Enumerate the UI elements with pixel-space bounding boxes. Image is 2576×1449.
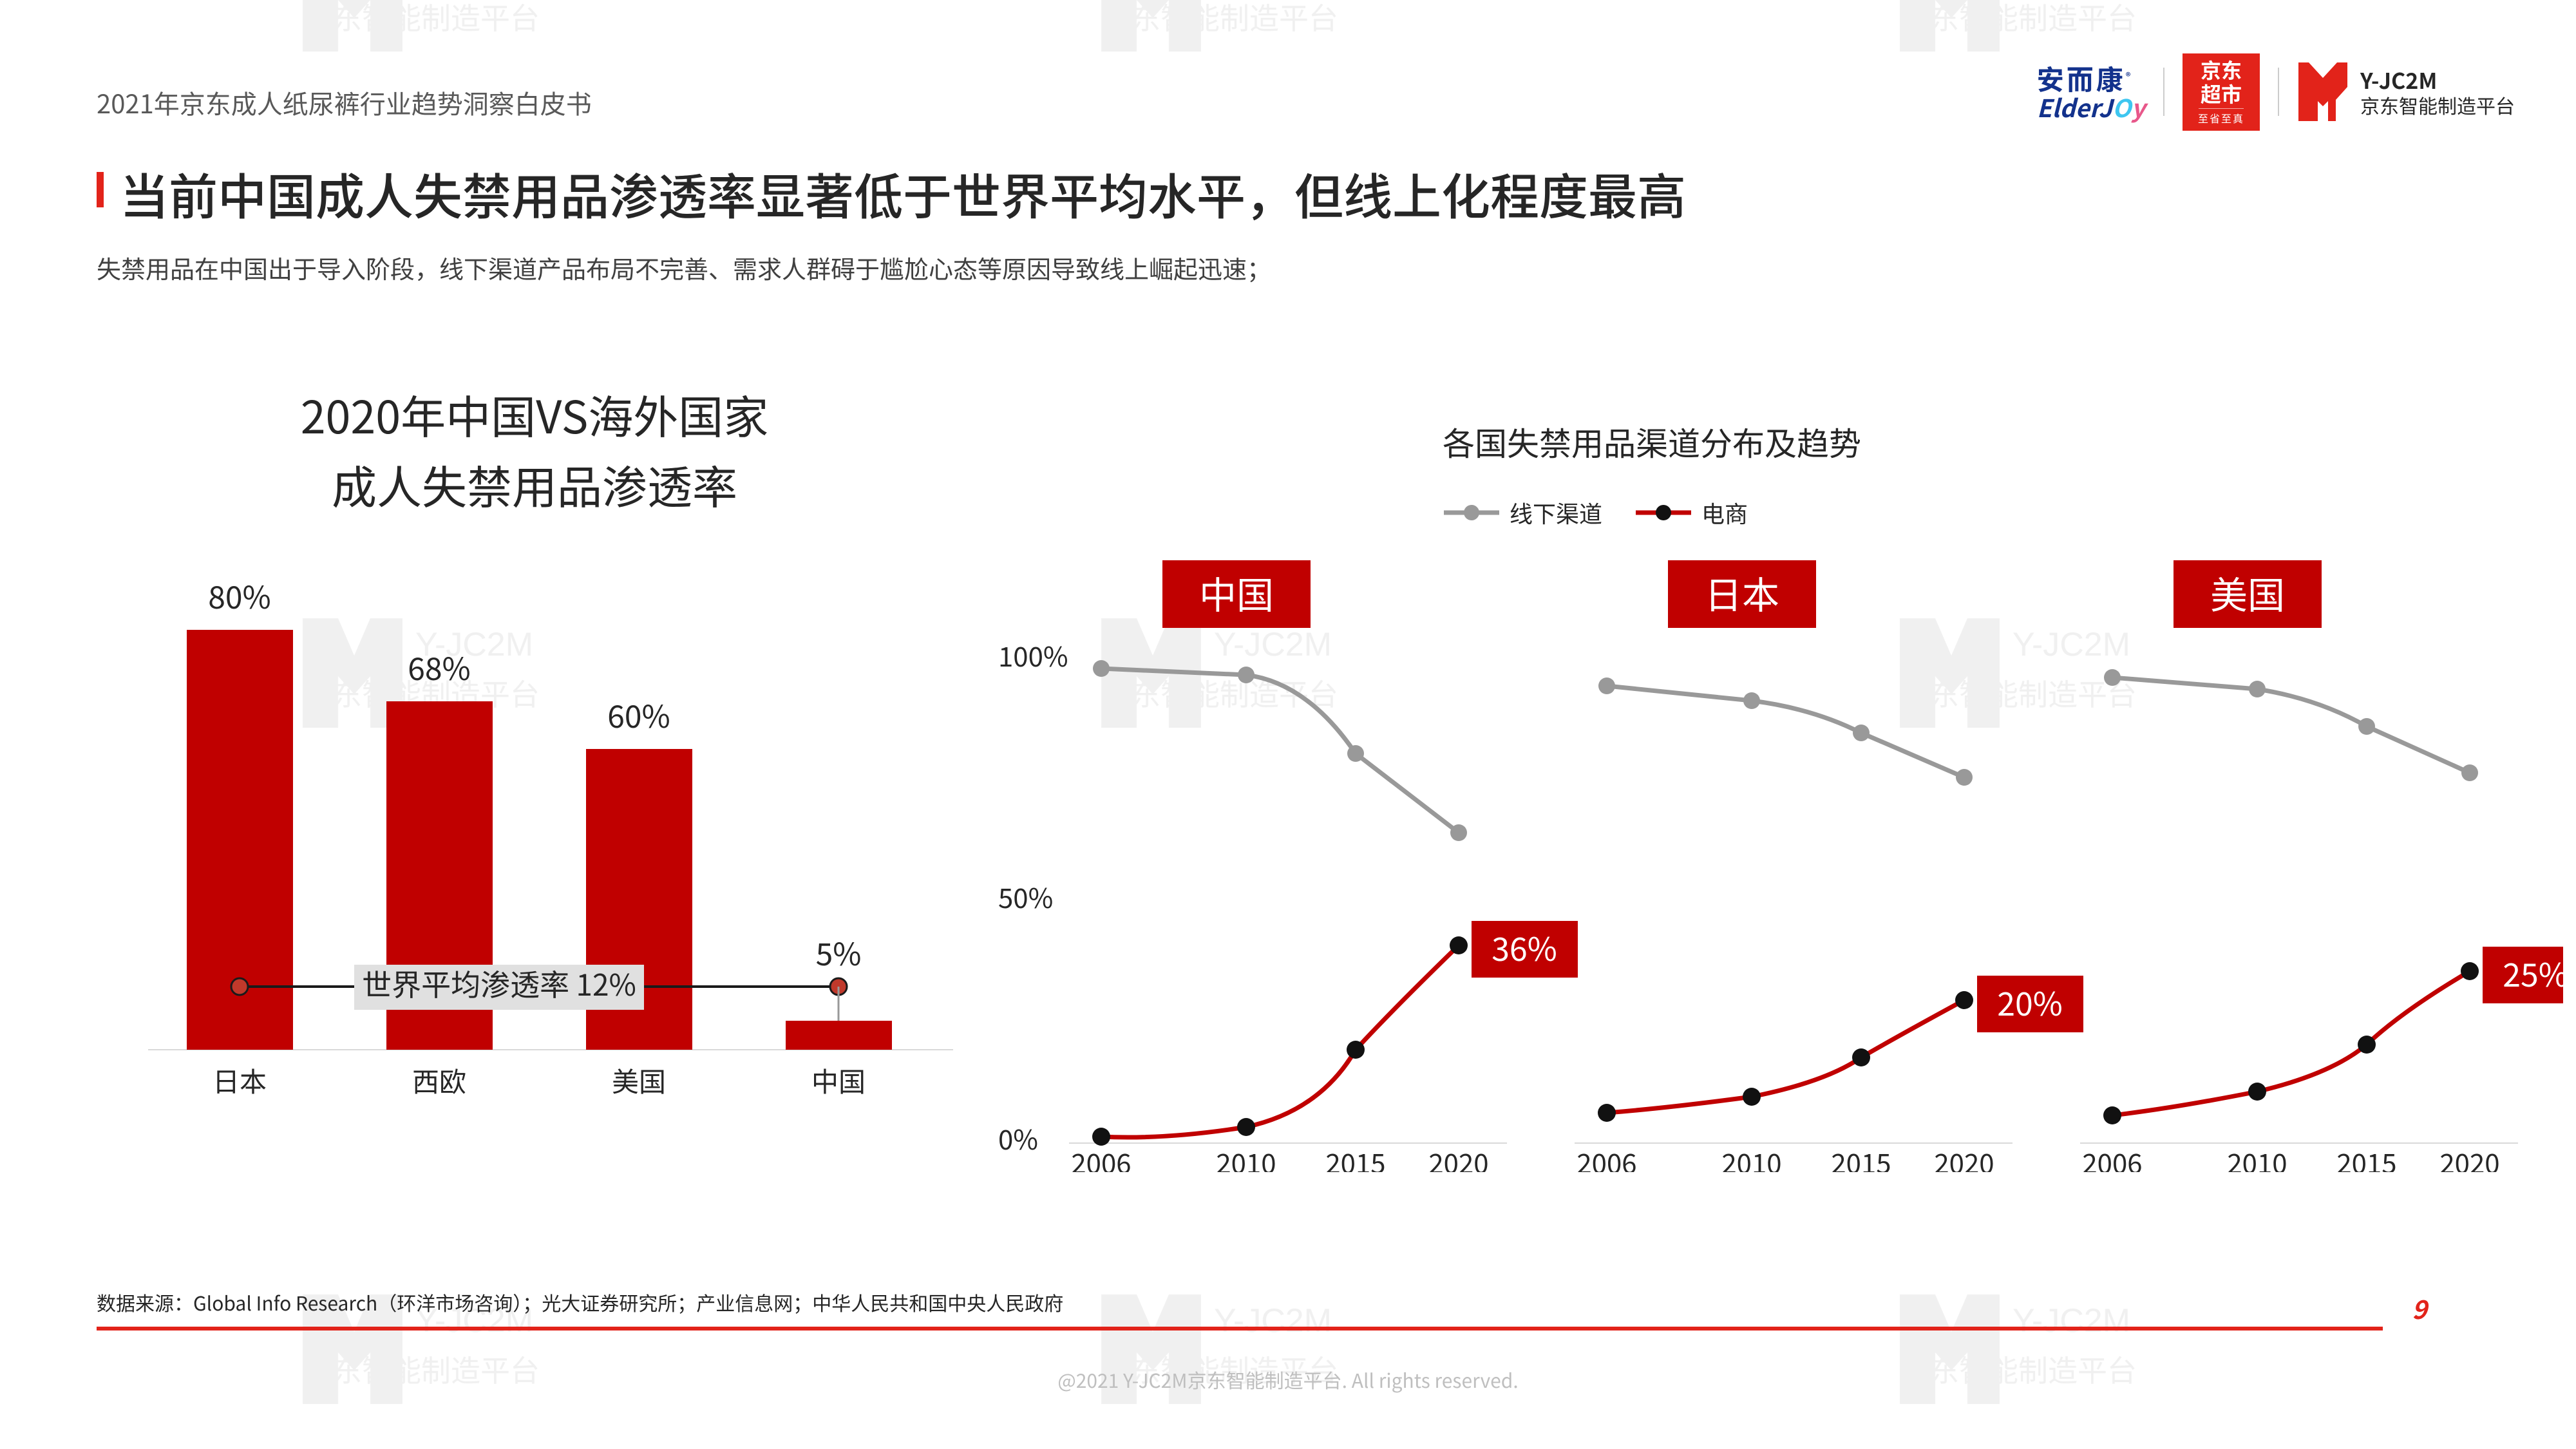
svg-text:2015: 2015: [1831, 1142, 1891, 1172]
svg-text:日本: 日本: [1705, 565, 1779, 620]
svg-text:2010: 2010: [1721, 1142, 1781, 1172]
svg-text:2015: 2015: [2336, 1142, 2396, 1172]
svg-text:中国: 中国: [811, 1061, 866, 1100]
svg-text:25%: 25%: [2503, 950, 2563, 996]
svg-text:36%: 36%: [1492, 924, 1557, 971]
svg-text:2010: 2010: [1216, 1142, 1276, 1172]
svg-text:2006: 2006: [2082, 1142, 2142, 1172]
svg-text:美国: 美国: [612, 1061, 666, 1100]
svg-text:中国: 中国: [1199, 565, 1274, 620]
svg-text:0%: 0%: [998, 1119, 1038, 1158]
svg-text:5%: 5%: [816, 929, 862, 974]
svg-text:2010: 2010: [2227, 1142, 2287, 1172]
svg-text:2020: 2020: [1934, 1142, 1994, 1172]
svg-text:60%: 60%: [607, 692, 670, 737]
svg-text:100%: 100%: [998, 636, 1068, 675]
svg-text:2006: 2006: [1071, 1142, 1131, 1172]
svg-text:西欧: 西欧: [412, 1061, 466, 1100]
svg-text:50%: 50%: [998, 877, 1053, 916]
svg-text:20%: 20%: [1997, 979, 2063, 1025]
svg-text:2006: 2006: [1577, 1142, 1636, 1172]
svg-text:2020: 2020: [1428, 1142, 1488, 1172]
svg-text:2015: 2015: [1325, 1142, 1385, 1172]
svg-text:日本: 日本: [213, 1061, 267, 1100]
svg-text:2020: 2020: [2439, 1142, 2499, 1172]
svg-text:80%: 80%: [208, 573, 271, 618]
svg-text:世界平均渗透率 12%: 世界平均渗透率 12%: [362, 962, 636, 1005]
svg-text:美国: 美国: [2210, 565, 2285, 620]
svg-text:68%: 68%: [408, 644, 471, 689]
